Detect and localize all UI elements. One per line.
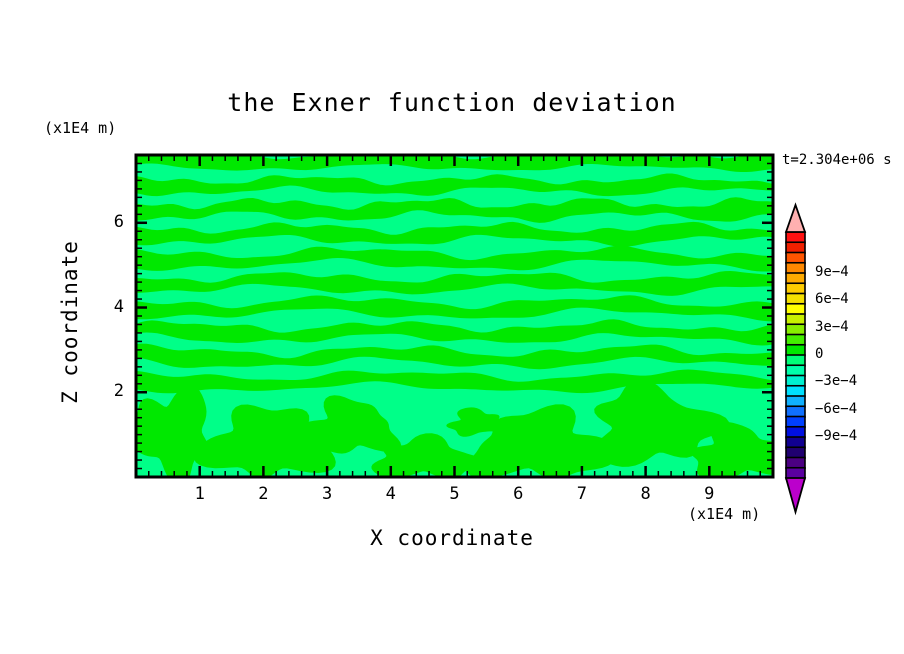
colorbar-tick-label: −3e−4 bbox=[815, 373, 858, 390]
colorbar-tick-label: −6e−4 bbox=[815, 400, 858, 417]
x-tick-label: 4 bbox=[385, 484, 396, 504]
x-tick-label: 3 bbox=[321, 484, 333, 504]
timestamp-label: t=2.304e+06 s bbox=[782, 152, 892, 168]
x-tick-label: 1 bbox=[194, 484, 205, 504]
x-axis-unit-label: (x1E4 m) bbox=[688, 505, 761, 523]
contour-bands bbox=[136, 155, 773, 477]
page-title: the Exner function deviation bbox=[227, 88, 677, 117]
colorbar-tick-label: 3e−4 bbox=[815, 318, 849, 335]
colorbar-tick-label: −9e−4 bbox=[815, 428, 858, 444]
colorbar-tick-label: 0 bbox=[815, 346, 824, 362]
y-tick-label: 2 bbox=[113, 381, 124, 402]
x-tick-label: 9 bbox=[704, 484, 715, 504]
y-tick-label: 4 bbox=[113, 296, 124, 317]
x-tick-label: 2 bbox=[258, 484, 269, 504]
x-axis-title: X coordinate bbox=[370, 526, 534, 550]
colorbar-tick-label: 6e−4 bbox=[815, 291, 849, 308]
y-tick-label: 6 bbox=[113, 211, 124, 232]
x-tick-label: 8 bbox=[640, 484, 651, 504]
colorbar bbox=[784, 202, 807, 516]
x-tick-label: 5 bbox=[449, 484, 460, 504]
axis-frame bbox=[134, 153, 775, 479]
x-tick-label: 6 bbox=[513, 484, 524, 504]
y-axis-unit-label: (x1E4 m) bbox=[44, 119, 117, 137]
colorbar-tick-label: 9e−4 bbox=[815, 264, 849, 280]
x-tick-label: 7 bbox=[576, 484, 588, 504]
